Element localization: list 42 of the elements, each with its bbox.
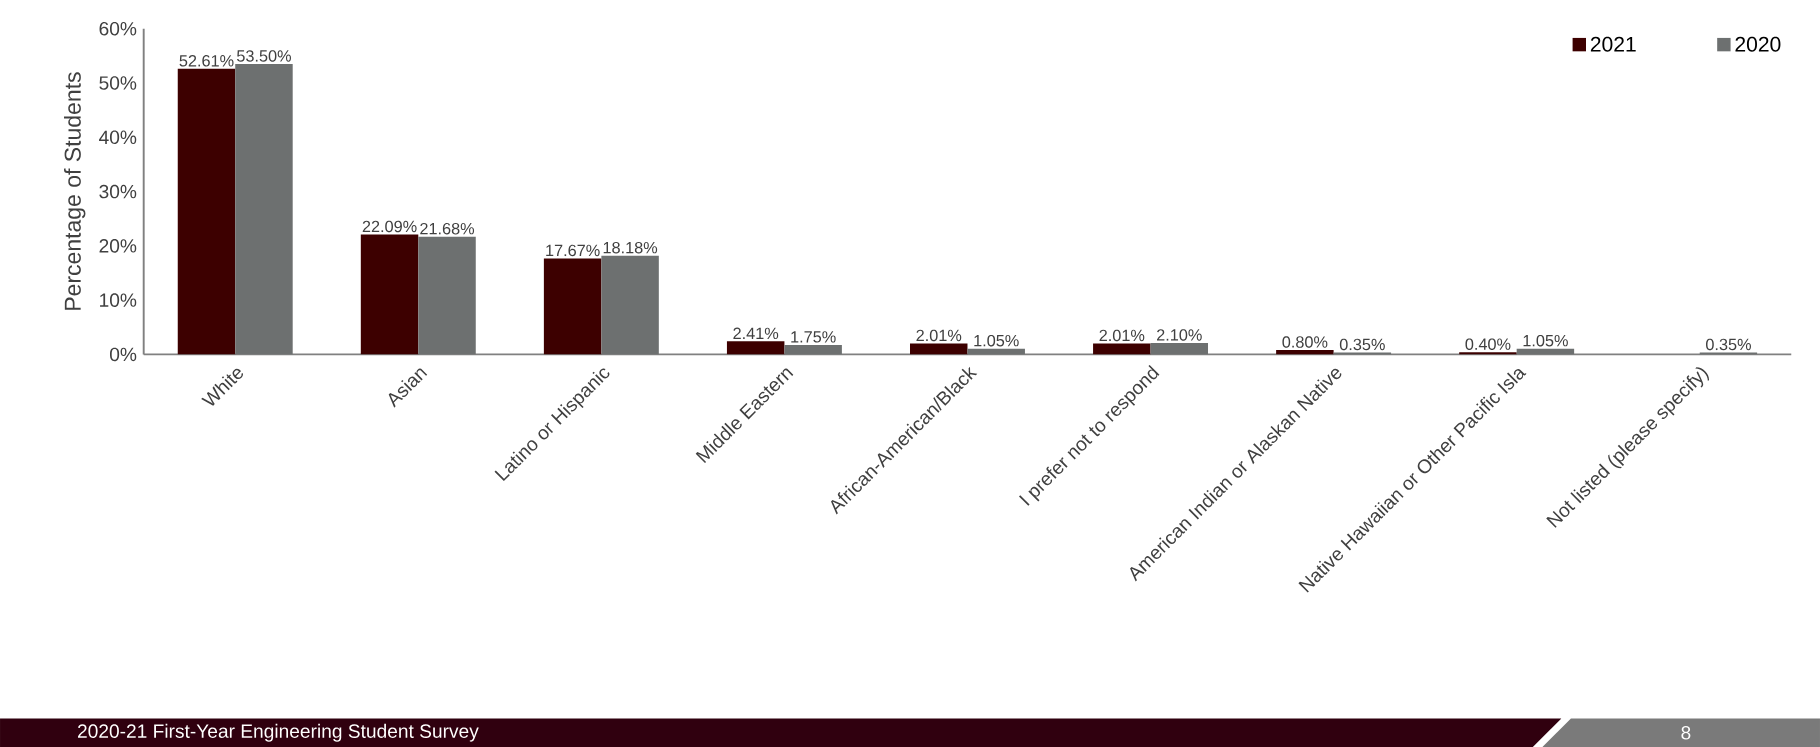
bar <box>360 234 419 355</box>
text: 2020-21 First-Year Engineering Student Survey <box>77 723 479 742</box>
data-label: 53.50% <box>237 50 291 62</box>
data-label: 1.05% <box>1523 334 1568 347</box>
data-label: 21.68% <box>420 222 475 235</box>
data-label: 1.75% <box>791 331 836 343</box>
text: 8 <box>1681 725 1691 740</box>
bar <box>910 343 968 355</box>
bar <box>1459 352 1517 355</box>
bar <box>418 236 476 355</box>
bar <box>543 258 602 355</box>
data-label: 18.18% <box>603 241 658 254</box>
y-tick-label: 50% <box>99 76 137 90</box>
data-label: 0.40% <box>1465 338 1511 350</box>
y-tick-label: 20% <box>99 239 137 253</box>
y-tick-label: 30% <box>99 184 137 199</box>
legend-label: 2021 <box>1590 36 1636 52</box>
y-tick-label: 40% <box>99 130 137 145</box>
bar <box>1276 350 1334 355</box>
data-label: 2.01% <box>1099 329 1145 342</box>
legend-label: 2020 <box>1735 36 1781 52</box>
bar <box>1150 342 1209 355</box>
data-label: 0.80% <box>1282 336 1328 348</box>
y-tick-label: 10% <box>100 293 137 307</box>
bar <box>235 63 293 355</box>
bar <box>784 344 842 355</box>
data-label: 2.10% <box>1157 329 1202 341</box>
y-axis-title: Percentage of Students <box>64 72 86 310</box>
data-label: 0.35% <box>1339 338 1385 351</box>
bar <box>1093 343 1151 355</box>
y-tick-label: 60% <box>99 21 137 36</box>
bar <box>177 68 236 355</box>
data-label: 22.09% <box>362 220 417 233</box>
data-label: 52.61% <box>179 54 234 67</box>
bar <box>601 255 659 355</box>
bar <box>726 341 785 355</box>
data-label: 1.05% <box>974 334 1019 347</box>
data-label: 17.67% <box>546 244 600 257</box>
data-label: 2.01% <box>916 329 962 342</box>
data-label: 2.41% <box>733 327 779 339</box>
data-label: 0.35% <box>1706 338 1751 351</box>
y-tick-label: 0% <box>109 347 137 362</box>
